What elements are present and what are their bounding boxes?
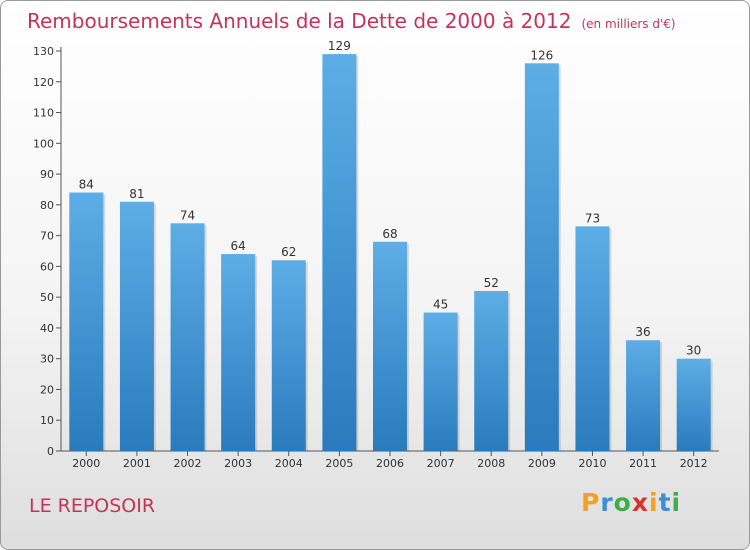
value-label-2002: 74	[180, 208, 195, 222]
bar-2011	[626, 340, 661, 451]
value-label-2010: 73	[585, 211, 600, 225]
bar-2001	[119, 201, 154, 451]
chart-title-text: Remboursements Annuels de la Dette de 20…	[27, 9, 572, 33]
x-tick-label-2012: 2012	[680, 457, 708, 470]
value-label-2000: 84	[79, 178, 94, 192]
y-tick-label: 60	[40, 260, 54, 273]
bar-2004	[271, 260, 306, 451]
logo-letter: i	[649, 488, 659, 517]
bar-2005	[322, 54, 357, 451]
x-tick-label-2007: 2007	[427, 457, 455, 470]
logo-letter: o	[613, 488, 632, 517]
bars: 84 81 74 64 62 129 68 45 52 126 73 36 30	[69, 39, 713, 452]
logo-letter: r	[600, 488, 614, 517]
y-tick-label: 20	[40, 383, 54, 396]
chart-unit: (en milliers d'€)	[581, 17, 676, 31]
bar-2012	[676, 358, 711, 451]
bar-2010	[575, 226, 610, 451]
value-label-2003: 64	[231, 239, 246, 253]
proxiti-logo: Proxiti	[581, 488, 681, 517]
y-tick-label: 40	[40, 322, 54, 335]
y-tick-label: 70	[40, 230, 54, 243]
x-tick-label-2009: 2009	[528, 457, 556, 470]
x-tick-label-2003: 2003	[224, 457, 252, 470]
y-tick-label: 120	[33, 76, 54, 89]
logo-letter: i	[671, 488, 682, 517]
y-tick-label: 100	[33, 137, 54, 150]
bar-2009	[524, 63, 559, 452]
y-tick-label: 90	[40, 168, 54, 181]
x-tick-label-2000: 2000	[72, 457, 100, 470]
x-tick-label-2010: 2010	[578, 457, 606, 470]
value-label-2007: 45	[433, 298, 448, 312]
x-tick-label-2002: 2002	[174, 457, 202, 470]
bar-2008	[474, 291, 509, 451]
x-tick-label-2001: 2001	[123, 457, 151, 470]
bar-2003	[221, 254, 256, 451]
y-tick-label: 50	[40, 291, 54, 304]
y-tick-label: 0	[47, 445, 54, 458]
value-label-2004: 62	[281, 245, 296, 259]
chart-title: Remboursements Annuels de la Dette de 20…	[27, 9, 676, 33]
place-name: LE REPOSOIR	[29, 495, 156, 517]
value-label-2006: 68	[382, 227, 397, 241]
y-tick-label: 10	[40, 414, 54, 427]
value-label-2009: 126	[530, 48, 553, 62]
y-tick-label: 30	[40, 353, 54, 366]
bar-2000	[69, 192, 104, 452]
x-tick-label-2004: 2004	[275, 457, 303, 470]
bar-2006	[373, 241, 407, 451]
value-label-2001: 81	[129, 187, 144, 201]
logo-letter: t	[658, 488, 672, 517]
value-label-2011: 36	[635, 325, 650, 339]
bar-2002	[170, 223, 205, 451]
x-tick-label-2011: 2011	[629, 457, 657, 470]
value-label-2005: 129	[328, 39, 351, 53]
y-tick-label: 130	[33, 45, 54, 58]
x-tick-label-2005: 2005	[325, 457, 353, 470]
value-label-2012: 30	[686, 344, 701, 358]
logo-letter: P	[581, 488, 601, 517]
value-label-2008: 52	[484, 276, 499, 290]
x-tick-label-2008: 2008	[477, 457, 505, 470]
logo-letter: x	[631, 488, 649, 517]
x-tick-label-2006: 2006	[376, 457, 404, 470]
y-tick-label: 110	[33, 107, 54, 120]
bar-2007	[423, 312, 458, 451]
y-tick-label: 80	[40, 199, 54, 212]
axes: 0 10 20 30 40 50 60 70 80 90 100 110 120 130 2000 2001 2…	[33, 45, 719, 470]
